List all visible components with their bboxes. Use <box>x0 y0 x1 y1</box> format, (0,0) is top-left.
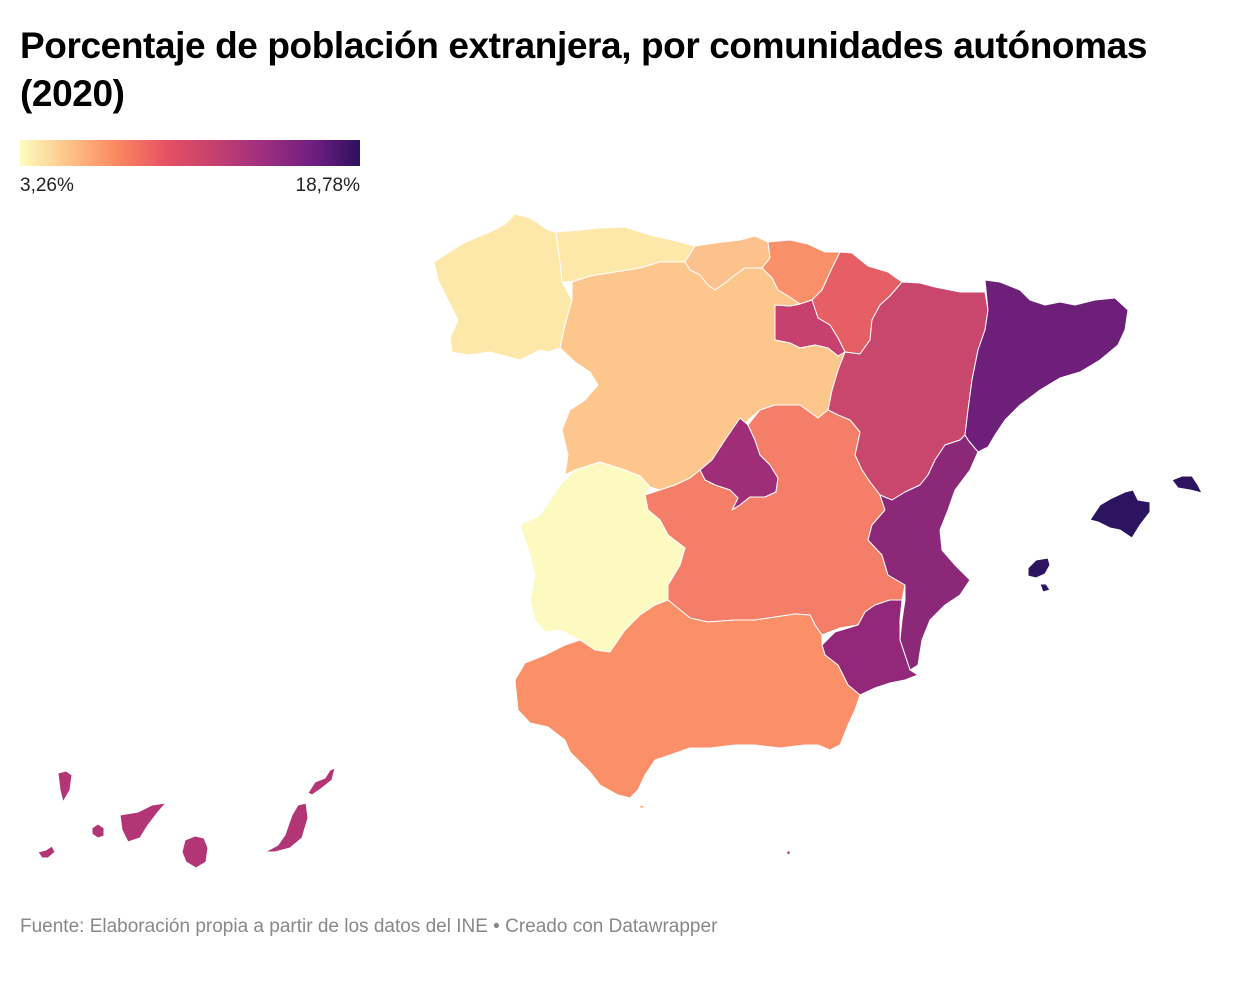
region-murcia[interactable] <box>821 599 919 696</box>
region-cataluna[interactable] <box>964 279 1129 453</box>
color-legend: 3,26% 18,78% <box>20 140 360 199</box>
legend-max-label: 18,78% <box>295 175 360 196</box>
region-galicia[interactable] <box>433 213 573 361</box>
region-canarias[interactable] <box>37 767 336 869</box>
footer-separator: • <box>493 916 500 937</box>
map-svg <box>37 213 1203 869</box>
region-melilla[interactable] <box>786 850 791 856</box>
credit-text: Creado con Datawrapper <box>505 916 718 937</box>
spain-choropleth-map <box>0 200 1240 890</box>
source-text: Fuente: Elaboración propia a partir de l… <box>20 916 488 937</box>
region-baleares[interactable] <box>1027 475 1203 593</box>
region-andalucia[interactable] <box>514 599 861 799</box>
map-title: Porcentaje de población extranjera, por … <box>20 25 1147 114</box>
legend-gradient-bar <box>20 140 360 166</box>
legend-min-label: 3,26% <box>20 175 74 196</box>
source-footer: Fuente: Elaboración propia a partir de l… <box>20 916 717 938</box>
region-ceuta[interactable] <box>638 804 646 809</box>
